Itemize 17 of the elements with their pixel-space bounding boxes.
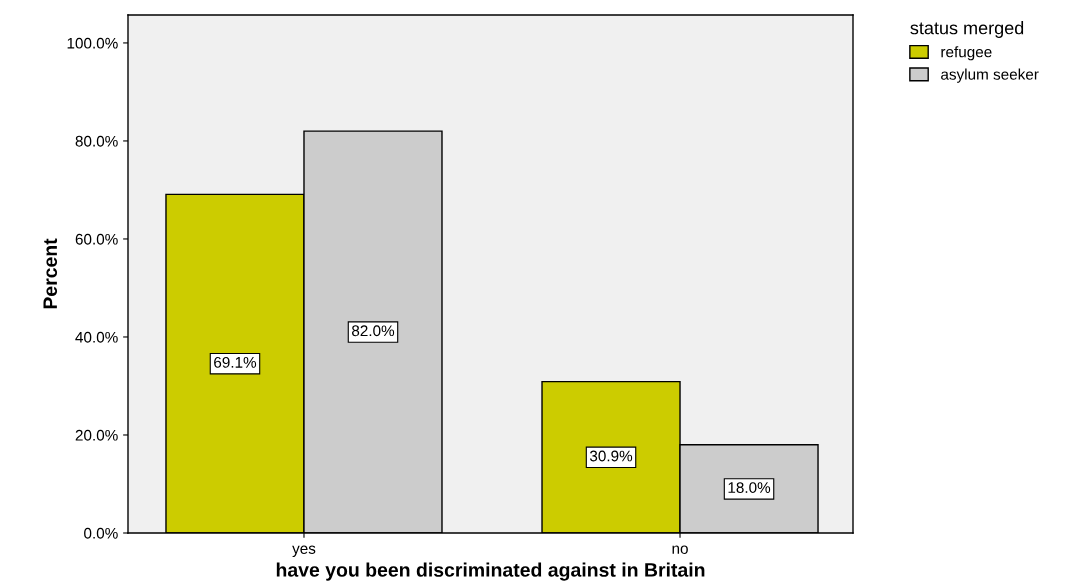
y-tick-label: 80.0% — [75, 135, 118, 147]
y-tick-label: 0.0% — [84, 527, 118, 539]
data-label: 69.1% — [214, 356, 257, 368]
legend-label: asylum seeker — [941, 68, 1039, 83]
y-axis-title: Percent — [43, 238, 58, 309]
x-axis-title: have you been discriminated against in Britain — [276, 562, 705, 581]
y-tick-label: 20.0% — [75, 429, 118, 441]
y-tick-label: 40.0% — [75, 331, 118, 343]
data-label: 18.0% — [728, 482, 771, 493]
y-tick-label: 60.0% — [75, 233, 118, 245]
x-tick-label: no — [672, 545, 688, 554]
y-tick-label: 100.0% — [67, 37, 118, 49]
data-label: 30.9% — [589, 450, 633, 462]
legend-title: status merged — [910, 21, 1024, 38]
data-label: 82.0% — [351, 325, 395, 337]
x-tick-label: yes — [292, 545, 316, 557]
legend-label: refugee — [941, 46, 992, 61]
